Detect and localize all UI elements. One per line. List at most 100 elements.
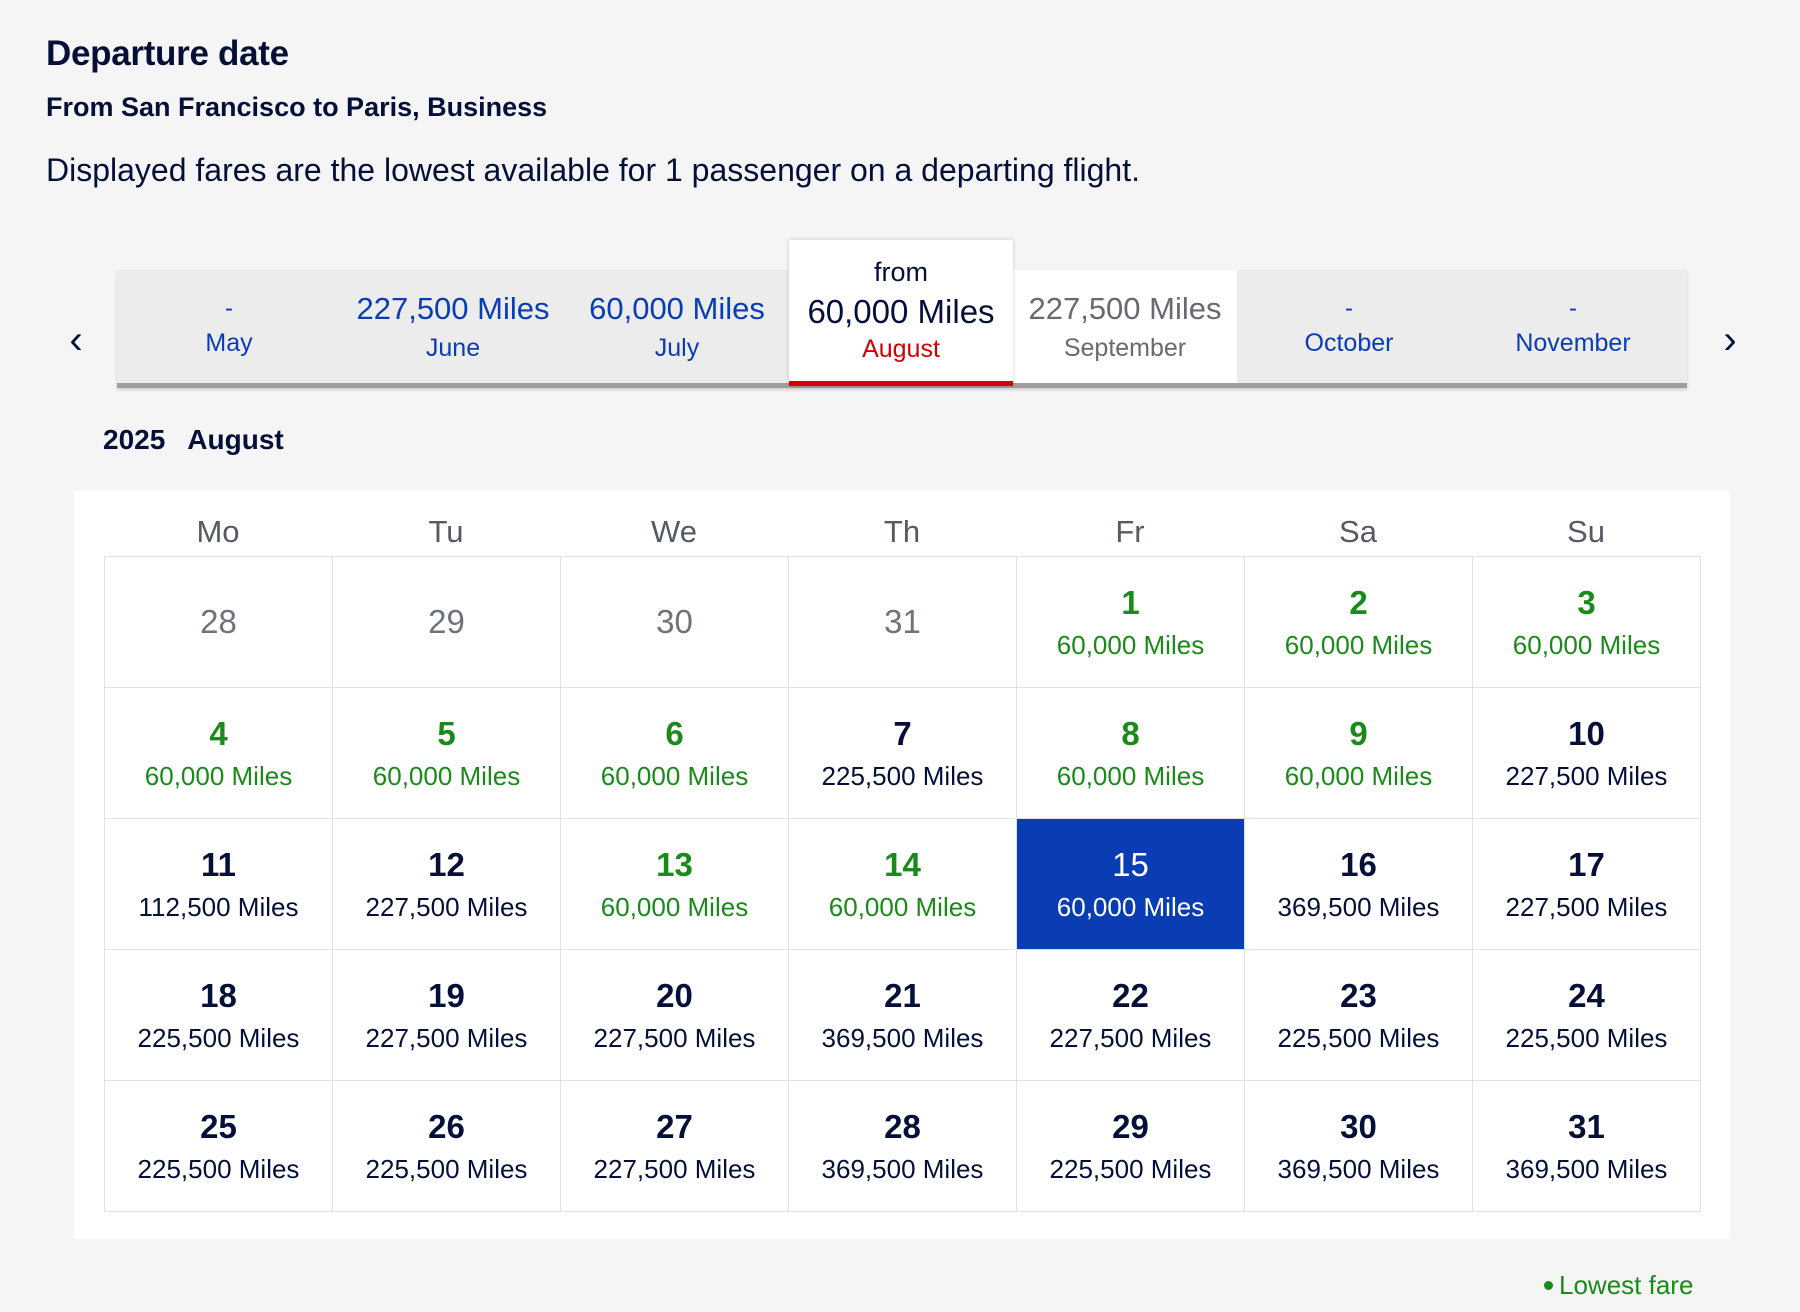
day-number: 29	[1112, 1107, 1149, 1145]
day-number: 5	[437, 714, 456, 752]
weekday-label: We	[651, 514, 697, 549]
day-cell[interactable]: 18 225,500 Miles	[105, 950, 333, 1081]
day-number: 26	[428, 1107, 465, 1145]
day-fare: 60,000 Miles	[1284, 761, 1433, 792]
month-price: -	[1569, 294, 1577, 322]
day-cell[interactable]: 3 60,000 Miles	[1473, 557, 1701, 688]
day-cell[interactable]: 28 369,500 Miles	[789, 1081, 1017, 1212]
day-fare: 227,500 Miles	[593, 1023, 756, 1054]
day-fare: 227,500 Miles	[365, 892, 528, 923]
day-number: 1	[1121, 583, 1140, 621]
day-cell[interactable]: 16 369,500 Miles	[1245, 819, 1473, 950]
day-number: 12	[428, 845, 465, 883]
month-tab-july[interactable]: 60,000 Miles July	[565, 270, 789, 383]
day-number: 28	[200, 603, 237, 641]
day-number: 13	[656, 845, 693, 883]
day-cell[interactable]: 17 227,500 Miles	[1473, 819, 1701, 950]
day-cell[interactable]: 21 369,500 Miles	[789, 950, 1017, 1081]
day-number: 21	[884, 976, 921, 1014]
day-fare: 112,500 Miles	[138, 892, 299, 923]
month-tab-october[interactable]: - October	[1237, 270, 1461, 383]
day-cell[interactable]: 27 227,500 Miles	[561, 1081, 789, 1212]
day-number: 29	[428, 603, 465, 641]
day-cell[interactable]: 26 225,500 Miles	[333, 1081, 561, 1212]
day-cell[interactable]: 11 112,500 Miles	[105, 819, 333, 950]
day-cell[interactable]: 31 369,500 Miles	[1473, 1081, 1701, 1212]
day-cell[interactable]: 29 225,500 Miles	[1017, 1081, 1245, 1212]
day-number: 17	[1568, 845, 1605, 883]
calendar-heading: 2025 August	[103, 424, 284, 456]
day-cell[interactable]: 23 225,500 Miles	[1245, 950, 1473, 1081]
day-fare: 225,500 Miles	[1049, 1154, 1212, 1185]
day-cell[interactable]: 10 227,500 Miles	[1473, 688, 1701, 819]
chevron-right-icon[interactable]: ›	[1723, 317, 1737, 362]
month-prefix: from	[874, 256, 928, 287]
day-fare: 225,500 Miles	[1277, 1023, 1440, 1054]
day-number: 31	[884, 603, 921, 641]
day-cell[interactable]: 4 60,000 Miles	[105, 688, 333, 819]
month-tab-november[interactable]: - November	[1461, 270, 1685, 383]
calendar-month: August	[187, 424, 284, 455]
day-fare: 60,000 Miles	[828, 892, 977, 923]
day-number: 27	[656, 1107, 693, 1145]
month-tab-june[interactable]: 227,500 Miles June	[341, 270, 565, 383]
day-cell[interactable]: 2 60,000 Miles	[1245, 557, 1473, 688]
day-cell[interactable]: 8 60,000 Miles	[1017, 688, 1245, 819]
weekday-header: Mo Tu We Th Fr Sa Su	[104, 507, 1700, 557]
day-cell[interactable]: 19 227,500 Miles	[333, 950, 561, 1081]
day-cell-selected[interactable]: 15 60,000 Miles	[1017, 819, 1245, 950]
page-header: Departure date From San Francisco to Par…	[46, 34, 547, 123]
day-cell: 31	[789, 557, 1017, 688]
day-cell[interactable]: 7 225,500 Miles	[789, 688, 1017, 819]
day-cell: 29	[333, 557, 561, 688]
weekday-label: Tu	[428, 514, 464, 549]
day-cell[interactable]: 14 60,000 Miles	[789, 819, 1017, 950]
day-cell[interactable]: 1 60,000 Miles	[1017, 557, 1245, 688]
legend-label: Lowest fare	[1559, 1270, 1694, 1300]
day-cell[interactable]: 25 225,500 Miles	[105, 1081, 333, 1212]
day-fare: 60,000 Miles	[600, 892, 749, 923]
month-name: July	[654, 333, 700, 362]
day-number: 11	[201, 845, 236, 883]
month-price: -	[1345, 294, 1353, 322]
day-cell[interactable]: 22 227,500 Miles	[1017, 950, 1245, 1081]
day-fare: 60,000 Miles	[372, 761, 521, 792]
month-name: October	[1304, 329, 1394, 358]
day-number: 28	[884, 1107, 921, 1145]
day-number: 20	[656, 976, 693, 1014]
legend-dot-icon	[1544, 1281, 1553, 1290]
day-fare: 225,500 Miles	[821, 761, 984, 792]
day-cell[interactable]: 12 227,500 Miles	[333, 819, 561, 950]
day-fare: 225,500 Miles	[1505, 1023, 1668, 1054]
day-cell[interactable]: 5 60,000 Miles	[333, 688, 561, 819]
day-fare: 369,500 Miles	[1277, 892, 1440, 923]
day-number: 14	[884, 845, 921, 883]
day-cell[interactable]: 13 60,000 Miles	[561, 819, 789, 950]
day-number: 31	[1568, 1107, 1605, 1145]
fare-note: Displayed fares are the lowest available…	[46, 152, 1140, 188]
lowest-fare-legend: Lowest fare	[1544, 1270, 1693, 1301]
day-number: 23	[1340, 976, 1377, 1014]
day-cell[interactable]: 30 369,500 Miles	[1245, 1081, 1473, 1212]
month-tab-august[interactable]: from 60,000 Miles August	[789, 240, 1013, 386]
day-number: 4	[209, 714, 228, 752]
month-name: June	[425, 333, 481, 362]
day-number: 3	[1577, 583, 1596, 621]
month-price: 227,500 Miles	[356, 291, 550, 327]
day-fare: 227,500 Miles	[593, 1154, 756, 1185]
day-cell[interactable]: 24 225,500 Miles	[1473, 950, 1701, 1081]
month-tab-september[interactable]: 227,500 Miles September	[1013, 270, 1237, 383]
calendar: Mo Tu We Th Fr Sa Su 28 29 30 31 1 60,000…	[74, 491, 1730, 1239]
day-fare: 227,500 Miles	[365, 1023, 528, 1054]
day-cell[interactable]: 20 227,500 Miles	[561, 950, 789, 1081]
day-cell[interactable]: 6 60,000 Miles	[561, 688, 789, 819]
day-number: 15	[1112, 845, 1149, 883]
day-fare: 225,500 Miles	[137, 1154, 300, 1185]
day-fare: 369,500 Miles	[821, 1154, 984, 1185]
day-cell[interactable]: 9 60,000 Miles	[1245, 688, 1473, 819]
chevron-left-icon[interactable]: ‹	[69, 317, 83, 362]
day-fare: 369,500 Miles	[1505, 1154, 1668, 1185]
day-fare: 227,500 Miles	[1505, 761, 1668, 792]
month-carousel: ‹ › - May 227,500 Miles June 60,000 Mile…	[0, 238, 1800, 398]
month-tab-may[interactable]: - May	[117, 270, 341, 383]
